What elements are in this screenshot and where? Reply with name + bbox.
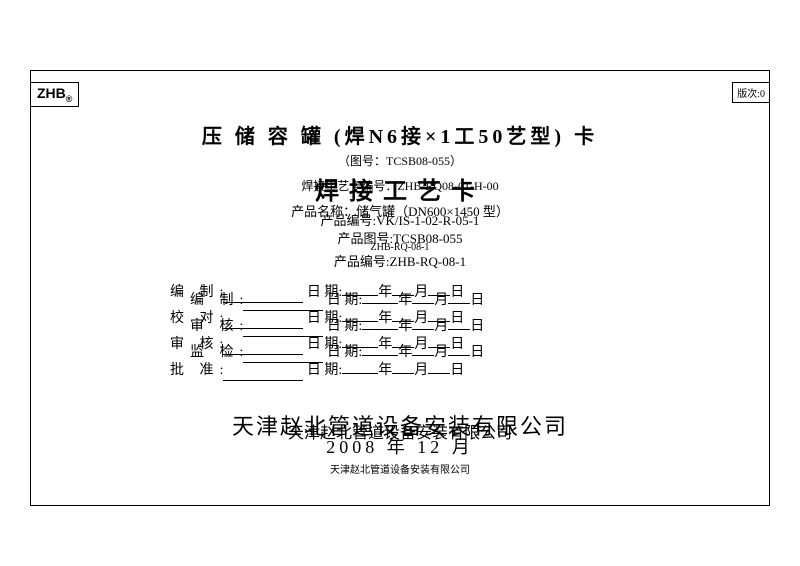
logo-text: ZHB — [37, 85, 66, 101]
sig-date: 日 期:年月日 — [327, 291, 484, 311]
sig-label: 审 核 — [190, 317, 240, 337]
company-small: 天津赵北管道设备安装有限公司 — [0, 461, 800, 476]
sig-row-1b: 编 制: 日 期:年月日 — [170, 291, 630, 309]
drawing-number: （图号：TCSB08-055） — [0, 152, 800, 169]
company-block: 天津赵北管道设备安装有限公司 天津赵北管道设备安装有限公司 2008 年 12 … — [0, 409, 800, 476]
sig-label: 编 制 — [190, 291, 240, 311]
content-area: 压 储 容 罐 (焊N6接×1工50艺型) 卡 （图号：TCSB08-055） … — [0, 120, 800, 476]
title-row: 压 储 容 罐 (焊N6接×1工50艺型) 卡 — [0, 120, 800, 148]
sig-label: 监 检 — [190, 343, 240, 363]
info-block: 产品名称：储气罐（DN600×1450 型） 产品编号:VK/IS-1-02-R… — [0, 203, 800, 271]
logo-reg: ® — [66, 94, 73, 104]
sig-line — [223, 380, 303, 381]
product-drawing: 产品图号:TCSB08-055 — [0, 230, 800, 248]
title2-row: 焊接工艺卡编号：ZHB-RQ08-01-H-00 焊接工艺卡 — [0, 171, 800, 199]
sig-row-2b: 审 核: 日 期:年月日 — [170, 317, 630, 335]
sig-date: 日 期:年月日 — [327, 317, 484, 337]
product-number: 产品编号:ZHB-RQ-08-1 — [0, 253, 800, 271]
product-code-merged: 产品编号:VK/IS-1-02-R-05-1 — [0, 212, 800, 230]
signature-block: 编 制: 日 期:年月日 编 制: 日 期:年月日 校 对: 日 期:年月日 审… — [170, 283, 630, 379]
version-box: 版次:0 — [732, 82, 770, 103]
title-secondary: 焊接工艺卡 — [0, 171, 800, 206]
title-main: 压 储 容 罐 (焊N6接×1工50艺型) 卡 — [0, 120, 800, 149]
sig-row-4: 批 准: 日 期:年月日 — [170, 361, 630, 379]
sig-row-3b: 监 检: 日 期:年月日 — [170, 343, 630, 361]
company-overlay: 天津赵北管道设备安装有限公司 — [0, 419, 800, 443]
logo-box: ZHB® — [30, 82, 79, 107]
sig-date: 日 期:年月日 — [327, 343, 484, 363]
sig-date: 日 期:年月日 — [307, 361, 464, 381]
sig-label: 批 准 — [170, 361, 220, 381]
